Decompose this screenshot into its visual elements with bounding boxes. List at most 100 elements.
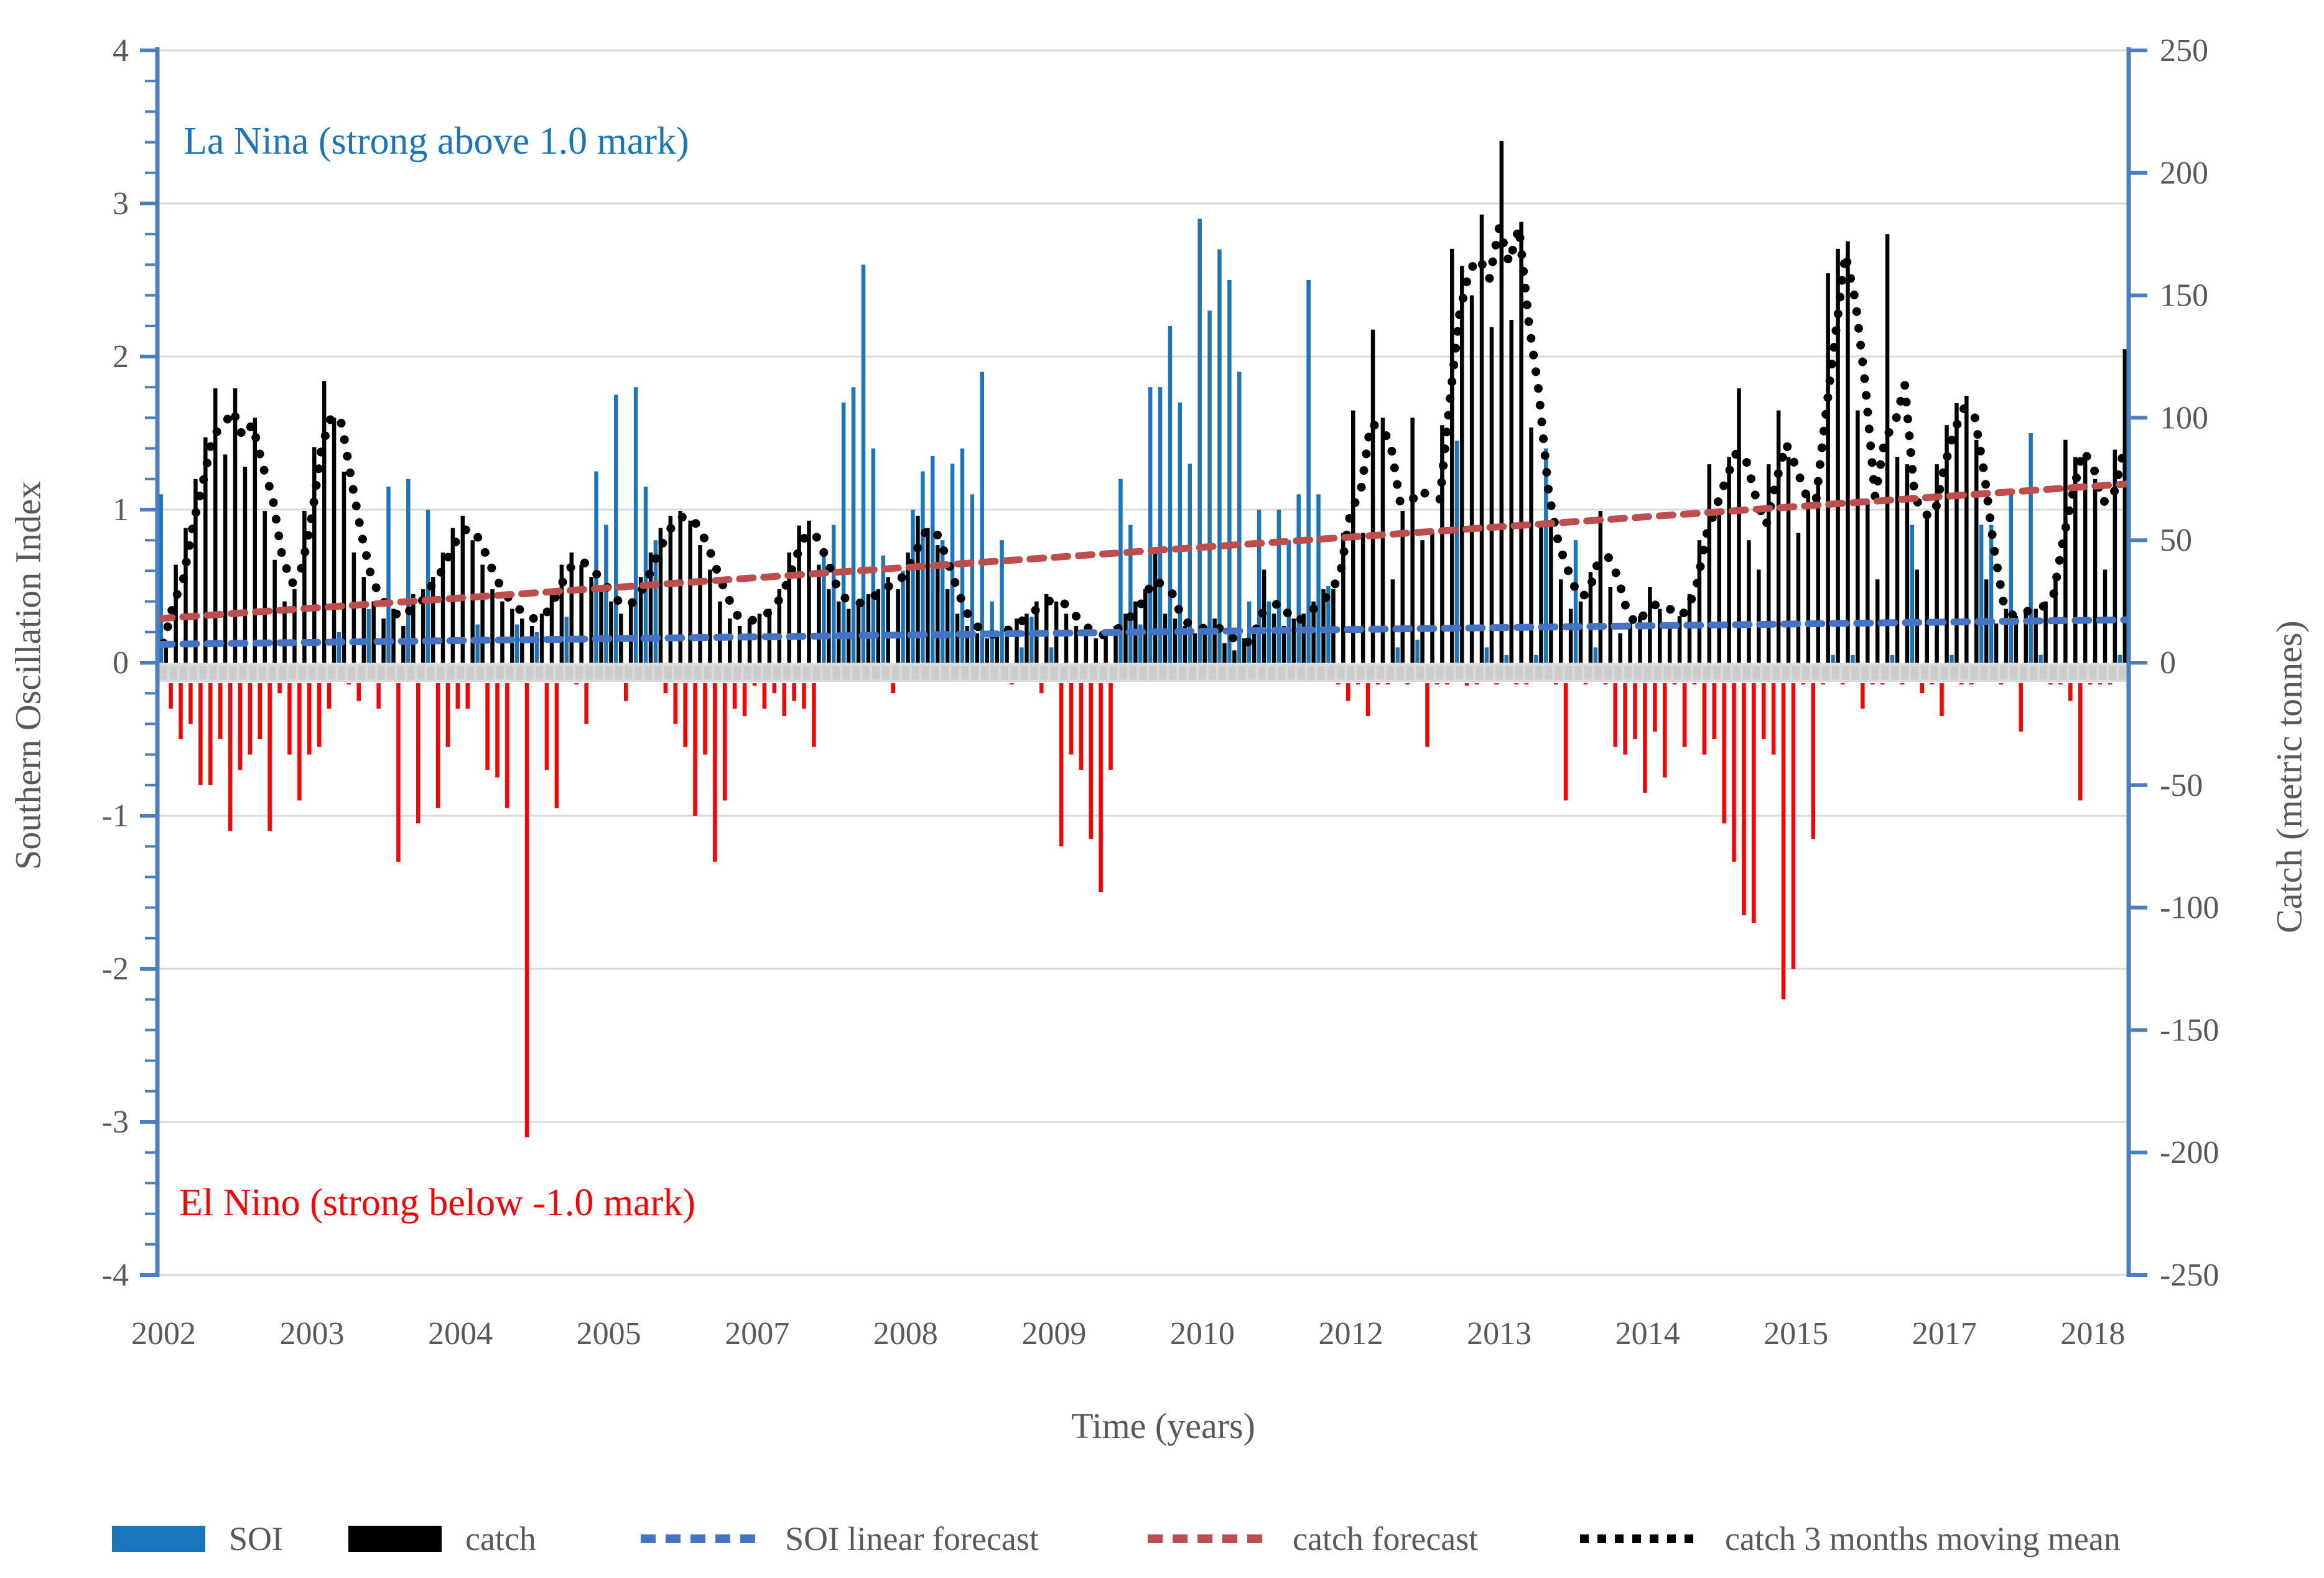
soi-bar	[1395, 647, 1400, 663]
zero-band-tick	[1208, 666, 1216, 679]
catch-bar	[1925, 510, 1929, 663]
zero-band-tick	[625, 666, 633, 679]
catch-bar	[2014, 616, 2019, 663]
zero-band-tick	[1722, 666, 1731, 679]
soi-bar-negative	[2088, 683, 2093, 684]
zero-band-tick	[1940, 666, 1948, 679]
catch-bar	[193, 479, 198, 663]
soi-bar-negative	[1900, 683, 1905, 684]
zero-band-tick	[694, 666, 702, 679]
right-axis-tick-label: 100	[2160, 400, 2208, 436]
catch-bar	[322, 381, 327, 663]
catch-bar	[2034, 609, 2038, 663]
x-axis-year-label: 2002	[131, 1316, 196, 1352]
soi-bar-negative	[772, 683, 777, 694]
catch-bar	[2093, 479, 2098, 663]
soi-bar	[564, 617, 569, 663]
catch-bar	[263, 510, 267, 663]
zero-band-tick	[990, 666, 998, 679]
soi-bar-negative	[297, 683, 302, 801]
x-axis-year-label: 2012	[1318, 1316, 1383, 1352]
soi-bar-negative	[1861, 683, 1865, 709]
legend-label-catch: catch	[465, 1520, 536, 1557]
right-axis-tick-label: 250	[2160, 33, 2208, 68]
soi-bar-negative	[267, 683, 272, 831]
zero-band-tick	[328, 666, 336, 679]
left-axis-tick-label: 4	[113, 33, 129, 68]
catch-bar	[2073, 457, 2078, 663]
catch-bar	[787, 552, 791, 663]
zero-band-tick	[219, 666, 227, 679]
catch-bar	[1598, 510, 1603, 663]
catch-bar	[1737, 388, 1741, 663]
soi-bar	[841, 402, 846, 663]
catch-bar	[1568, 609, 1573, 663]
soi-bar	[851, 387, 856, 663]
soi-bar-negative	[1781, 683, 1786, 1000]
soi-bar-negative	[1761, 683, 1766, 739]
catch-bar	[1697, 540, 1702, 663]
soi-bar	[1950, 655, 1954, 663]
soi-bar-negative	[1069, 683, 1074, 755]
zero-band-tick	[1089, 666, 1097, 679]
zero-band-tick	[674, 666, 682, 679]
zero-band-tick	[575, 666, 583, 679]
soi-bar-negative	[1752, 683, 1756, 923]
catch-bar	[807, 520, 811, 663]
zero-band-tick	[862, 666, 870, 679]
zero-band-tick	[961, 666, 969, 679]
zero-band-tick	[901, 666, 909, 679]
soi-bar	[1306, 280, 1311, 663]
soi-bar	[940, 540, 945, 663]
legend-label-catch-forecast: catch forecast	[1293, 1520, 1479, 1557]
zero-band-tick	[654, 666, 662, 679]
catch-bar	[1875, 579, 1880, 663]
catch-bar	[1084, 633, 1089, 663]
soi-bar	[1000, 540, 1004, 663]
zero-band-tick	[1821, 666, 1829, 679]
soi-bar-negative	[1583, 683, 1588, 684]
zero-band-tick	[249, 666, 257, 679]
soi-bar	[1267, 601, 1271, 663]
soi-bar	[406, 479, 411, 663]
zero-band-tick	[1752, 666, 1760, 679]
catch-bar	[539, 614, 544, 663]
soi-bar	[1020, 647, 1024, 663]
soi-bar-negative	[1682, 683, 1687, 747]
zero-band-tick	[891, 666, 899, 679]
soi-bar	[1276, 510, 1281, 663]
zero-band-tick	[1901, 666, 1909, 679]
catch-bar	[1301, 614, 1306, 663]
catch-bar	[2103, 569, 2108, 663]
zero-band-tick	[1782, 666, 1790, 679]
catch-bar	[1964, 395, 1969, 663]
soi-bar-negative	[1445, 683, 1449, 684]
zero-band-tick	[585, 666, 593, 679]
x-axis-year-label: 2009	[1021, 1316, 1086, 1352]
soi-bar-negative	[258, 683, 262, 739]
zero-band-tick	[169, 666, 177, 679]
soi-bar-negative	[782, 683, 786, 717]
catch-bar	[1519, 222, 1523, 663]
zero-band-tick	[1377, 666, 1385, 679]
catch-bar	[1935, 464, 1939, 663]
soi-bar-negative	[416, 683, 421, 824]
zero-band-tick	[1742, 666, 1750, 679]
soi-bar-negative	[792, 683, 796, 701]
soi-bar	[1851, 655, 1855, 663]
soi-bar-negative	[188, 683, 193, 724]
catch-bar	[184, 528, 188, 663]
catch-bar	[628, 601, 633, 663]
catch-bar	[1954, 403, 1959, 663]
soi-bar	[871, 448, 876, 663]
zero-band-tick	[1812, 666, 1820, 679]
zero-band-tick	[278, 666, 286, 679]
soi-bar	[604, 525, 608, 663]
right-axis-title: Catch (metric tonnes)	[2269, 620, 2310, 933]
catch-bar	[1895, 457, 1900, 663]
catch-bar	[916, 515, 920, 663]
zero-band-tick	[258, 666, 266, 679]
catch-bar	[747, 619, 752, 663]
